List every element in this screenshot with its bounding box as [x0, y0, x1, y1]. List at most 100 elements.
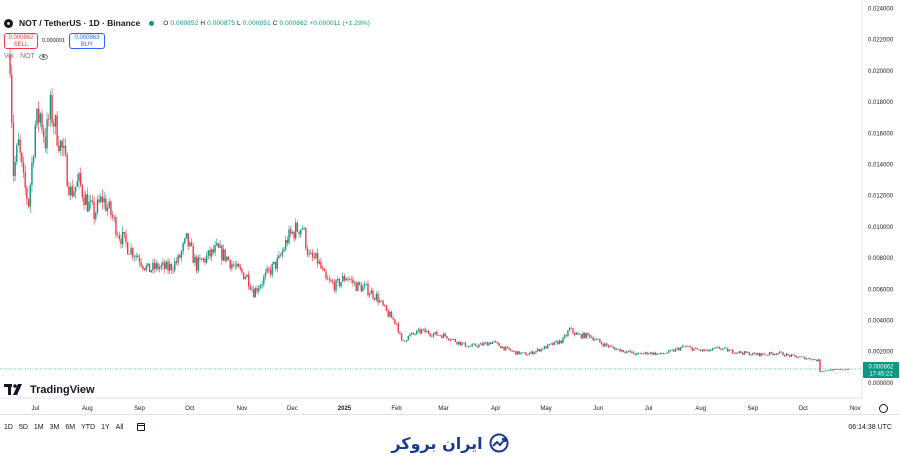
- calendar-icon[interactable]: [137, 423, 146, 431]
- brand-watermark: ایران بروکر: [0, 433, 900, 453]
- candle-body: [246, 274, 248, 278]
- x-tick-label: 2025: [338, 406, 352, 412]
- range-5d[interactable]: 5D: [18, 423, 28, 431]
- candle-body: [579, 334, 581, 335]
- sell-button[interactable]: 0.000862 SELL: [4, 33, 38, 49]
- candle-body: [661, 352, 663, 354]
- candle-body: [491, 341, 494, 344]
- candle-body: [108, 201, 110, 208]
- x-tick-label: May: [540, 406, 551, 412]
- candle-body: [127, 242, 129, 255]
- candle-body: [367, 283, 369, 296]
- symbol-name[interactable]: NOT / TetherUS · 1D · Binance: [19, 18, 141, 28]
- candle-body: [216, 243, 218, 246]
- candle-body: [48, 119, 50, 120]
- candle-body: [814, 359, 816, 360]
- x-tick-label: Aug: [82, 406, 93, 412]
- candle-body: [520, 352, 522, 355]
- range-3m[interactable]: 3M: [49, 423, 60, 431]
- candle-body: [96, 199, 99, 213]
- candle-body: [752, 352, 754, 355]
- candle-body: [718, 347, 720, 349]
- candle-body: [590, 337, 593, 338]
- volume-indicator-label[interactable]: Vol · NOT: [4, 53, 48, 60]
- candle-body: [515, 351, 517, 355]
- candle-body: [204, 258, 206, 263]
- eye-icon[interactable]: [38, 53, 48, 60]
- candle-body: [31, 162, 33, 186]
- x-tick-label: Aug: [695, 406, 706, 412]
- candle-body: [846, 369, 848, 370]
- candle-body: [236, 263, 238, 267]
- candle-body: [568, 328, 571, 331]
- spread-value: 0.000001: [42, 38, 65, 44]
- candle-body: [326, 278, 329, 280]
- x-tick-label: Apr: [491, 406, 500, 412]
- y-tick-label: 0.018000: [868, 100, 894, 106]
- range-1m[interactable]: 1M: [33, 423, 44, 431]
- y-tick-label: 0.010000: [868, 225, 894, 231]
- candle-body: [357, 282, 359, 291]
- candle-body: [27, 199, 30, 207]
- range-1d[interactable]: 1D: [4, 423, 13, 431]
- candle-body: [804, 356, 806, 360]
- candle-body: [212, 248, 215, 253]
- range-1y[interactable]: 1Y: [101, 423, 110, 431]
- candle-body: [815, 359, 818, 362]
- candle-body: [449, 339, 452, 341]
- candle-body: [513, 351, 515, 352]
- gear-icon[interactable]: [879, 404, 888, 413]
- candle-body: [258, 288, 260, 292]
- range-all[interactable]: All: [115, 423, 124, 431]
- x-tick-label: Jul: [31, 406, 39, 412]
- candle-body: [627, 350, 630, 352]
- candle-body: [402, 340, 404, 341]
- candle-body: [221, 245, 223, 261]
- candle-body: [666, 352, 668, 354]
- candle-body: [355, 282, 357, 291]
- candle-body: [115, 217, 117, 235]
- buy-button[interactable]: 0.000863 BUY: [68, 33, 105, 49]
- range-6m[interactable]: 6M: [65, 423, 76, 431]
- candle-body: [481, 343, 483, 346]
- candle-body: [11, 74, 13, 123]
- candle-body: [716, 347, 719, 348]
- candle-body: [696, 348, 699, 350]
- candle-body: [471, 344, 473, 347]
- utc-clock[interactable]: 06:14:38 UTC: [848, 423, 892, 431]
- candle-body: [511, 350, 514, 352]
- candle-body: [199, 257, 201, 259]
- candle-body: [352, 279, 354, 284]
- candle-body: [731, 349, 734, 354]
- candle-body: [688, 346, 690, 348]
- candle-body: [784, 355, 786, 357]
- range-ytd[interactable]: YTD: [81, 423, 96, 431]
- candle-body: [320, 261, 322, 269]
- candle-body: [621, 350, 623, 352]
- candle-body: [263, 276, 265, 285]
- candle-body: [106, 207, 109, 211]
- candle-body: [676, 348, 678, 349]
- candle-body: [177, 255, 179, 263]
- x-tick-label: Oct: [799, 406, 809, 412]
- candle-body: [14, 161, 16, 177]
- candle-body: [439, 335, 441, 336]
- divider: [0, 414, 900, 415]
- candle-body: [464, 342, 467, 347]
- candle-body: [822, 371, 825, 372]
- tradingview-logo[interactable]: TradingView: [4, 384, 95, 396]
- candle-body: [644, 352, 646, 354]
- candle-body: [315, 252, 317, 259]
- candle-body: [91, 200, 94, 202]
- candle-body: [750, 354, 752, 356]
- y-tick-label: 0.004000: [868, 319, 894, 325]
- candle-body: [619, 348, 621, 352]
- candle-body: [274, 261, 277, 269]
- candle-body: [84, 194, 87, 205]
- candle-body: [842, 369, 845, 371]
- price-chart[interactable]: 0.024000 0.022000 0.020000 0.018000 0.016000…: [0, 0, 900, 414]
- candle-body: [459, 341, 462, 346]
- trend-logo-icon: [489, 433, 509, 453]
- candle-body: [531, 351, 534, 354]
- candle-body: [39, 113, 42, 123]
